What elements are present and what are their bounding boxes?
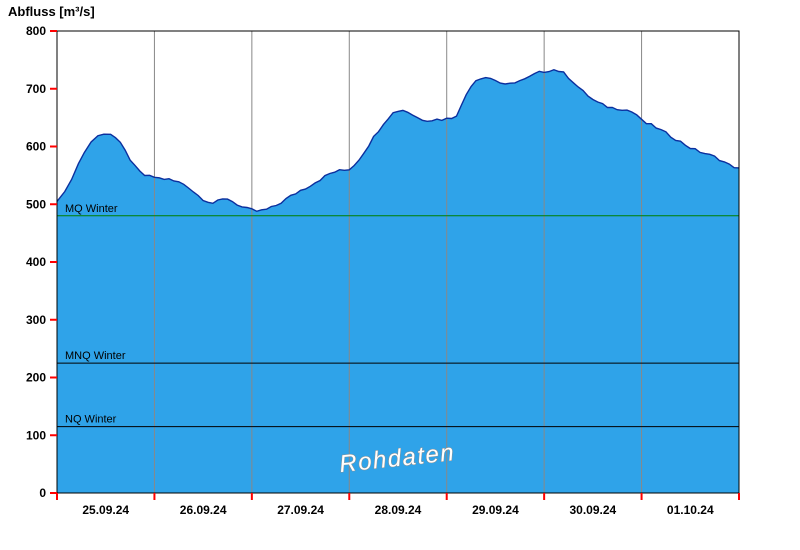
- x-tick-label: 28.09.24: [375, 503, 422, 517]
- y-tick-label: 100: [26, 428, 46, 442]
- y-tick-label: 800: [26, 24, 46, 38]
- y-tick-label: 600: [26, 140, 46, 154]
- x-tick-label: 30.09.24: [569, 503, 616, 517]
- reference-line-label: NQ Winter: [65, 414, 117, 426]
- y-tick-label: 700: [26, 82, 46, 96]
- discharge-area-fill: [57, 69, 739, 493]
- reference-line-label: MNQ Winter: [65, 350, 126, 362]
- y-tick-label: 300: [26, 313, 46, 327]
- y-tick-label: 0: [39, 486, 46, 500]
- reference-line-label: MQ Winter: [65, 203, 118, 215]
- chart-title: Abfluss [m³/s]: [8, 4, 95, 19]
- y-tick-label: 400: [26, 255, 46, 269]
- y-tick-label: 500: [26, 197, 46, 211]
- y-tick-label: 200: [26, 371, 46, 385]
- x-tick-label: 26.09.24: [180, 503, 227, 517]
- x-tick-label: 25.09.24: [82, 503, 129, 517]
- x-tick-label: 01.10.24: [667, 503, 714, 517]
- x-tick-label: 27.09.24: [277, 503, 324, 517]
- discharge-curve: [56, 68, 740, 213]
- x-tick-label: 29.09.24: [472, 503, 519, 517]
